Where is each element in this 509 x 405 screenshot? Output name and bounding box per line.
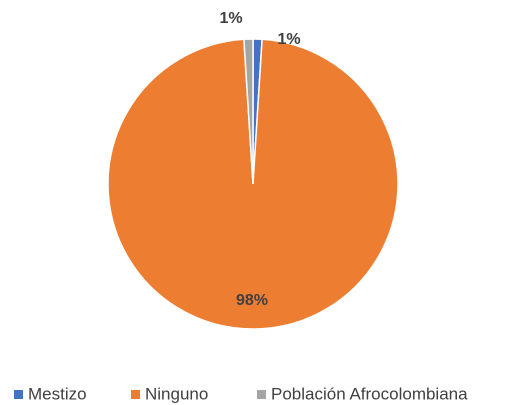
data-label: 98%	[236, 292, 268, 309]
pie-slice	[243, 38, 254, 185]
pie-slice	[107, 38, 399, 330]
data-label: 1%	[219, 10, 242, 27]
legend-swatch	[257, 390, 266, 399]
legend-label: Mestizo	[28, 384, 87, 403]
legend-swatch	[131, 390, 140, 399]
data-label: 1%	[277, 31, 300, 48]
legend-label: Población Afrocolombiana	[271, 384, 468, 403]
legend-swatch	[14, 390, 23, 399]
legend-label: Ninguno	[145, 384, 208, 403]
